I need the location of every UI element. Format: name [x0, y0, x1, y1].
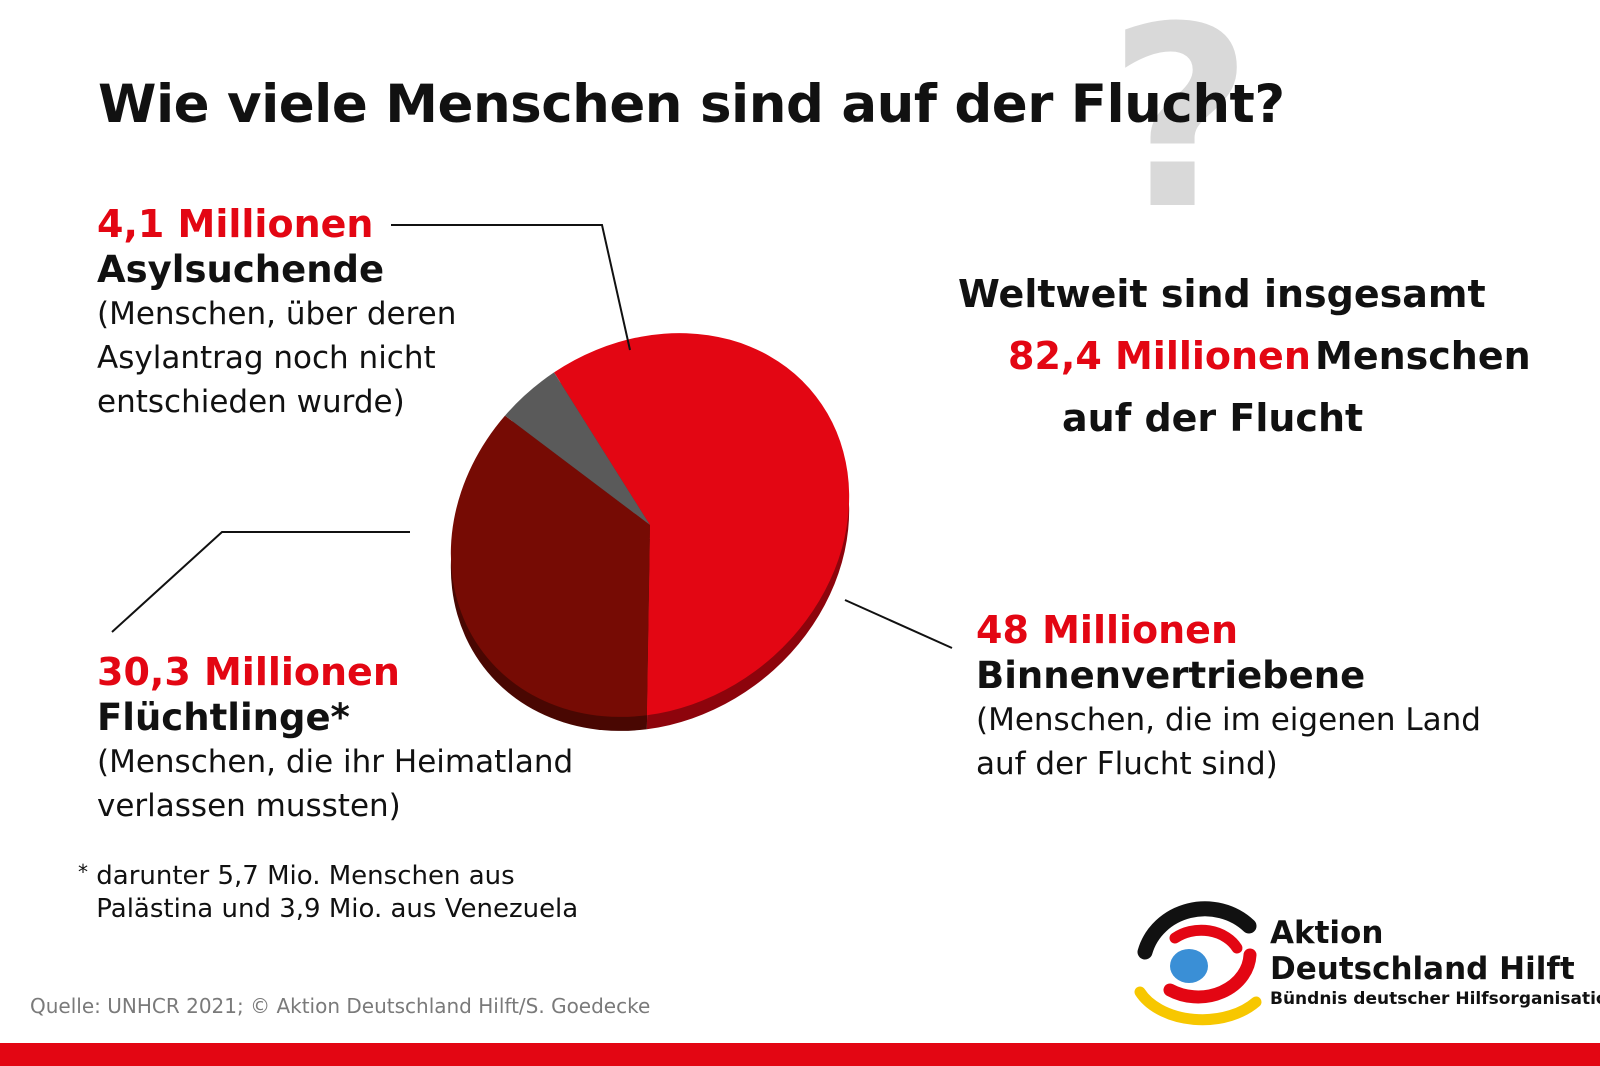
footnote-line-1: darunter 5,7 Mio. Menschen aus [96, 861, 515, 891]
category-asylsuchende: Asylsuchende [97, 247, 385, 291]
category-fluechtlinge: Flüchtlinge* [97, 695, 350, 739]
source-credit: Quelle: UNHCR 2021; © Aktion Deutschland… [30, 994, 651, 1018]
summary-line-2: Menschen [1315, 334, 1531, 378]
question-mark-decoration: ? [1108, 0, 1254, 264]
label-fluechtlinge: 30,3 Millionen Flüchtlinge* (Menschen, d… [97, 650, 573, 828]
leader-line-fluechtlinge [111, 531, 410, 633]
bottom-accent-bar [0, 1043, 1600, 1066]
value-fluechtlinge: 30,3 Millionen [97, 650, 400, 694]
pie-slice-2 [450, 415, 650, 717]
summary-line-1: Weltweit sind insgesamt [958, 272, 1486, 316]
pie-slice-1 [554, 333, 850, 716]
value-asylsuchende: 4,1 Millionen [97, 202, 374, 246]
category-binnenvertriebene: Binnenvertriebene [976, 653, 1366, 697]
desc-asylsuchende-3: entschieden wurde) [97, 384, 405, 421]
desc-fluechtlinge-1: (Menschen, die ihr Heimatland [97, 743, 574, 780]
summary-line-3: auf der Flucht [1062, 396, 1364, 440]
label-asylsuchende: 4,1 Millionen Asylsuchende (Menschen, üb… [97, 202, 456, 424]
desc-binnenvertriebene-2: auf der Flucht sind) [976, 746, 1278, 782]
logo-line-1: Aktion [1270, 915, 1384, 951]
logo-tagline: Bündnis deutscher Hilfsorganisationen [1270, 988, 1600, 1009]
value-binnenvertriebene: 48 Millionen [976, 608, 1239, 652]
leader-line-binnenvertriebene [844, 599, 953, 649]
footnote: * darunter 5,7 Mio. Menschen aus Palästi… [78, 860, 578, 925]
leader-line-asylsuchende [391, 224, 631, 351]
desc-binnenvertriebene-1: (Menschen, die im eigenen Land [976, 701, 1481, 738]
summary-highlight: 82,4 Millionen [1008, 334, 1311, 378]
total-summary: Weltweit sind insgesamt 82,4 Millionen M… [0, 270, 1600, 470]
pie-slice-3 [505, 372, 650, 525]
desc-fluechtlinge-2: verlassen mussten) [97, 788, 401, 824]
footnote-line-2: Palästina und 3,9 Mio. aus Venezuela [96, 893, 579, 924]
desc-asylsuchende-2: Asylantrag noch nicht [97, 340, 436, 376]
page-title: Wie viele Menschen sind auf der Flucht? [98, 74, 1285, 135]
logo-line-2: Deutschland Hilft [1270, 950, 1575, 987]
footnote-marker: * [78, 860, 88, 884]
label-binnenvertriebene: 48 Millionen Binnenvertriebene (Menschen… [976, 608, 1481, 786]
logo-text: Aktion Deutschland Hilft Bündnis deutsch… [1270, 915, 1600, 1010]
desc-asylsuchende-1: (Menschen, über deren [97, 295, 457, 332]
